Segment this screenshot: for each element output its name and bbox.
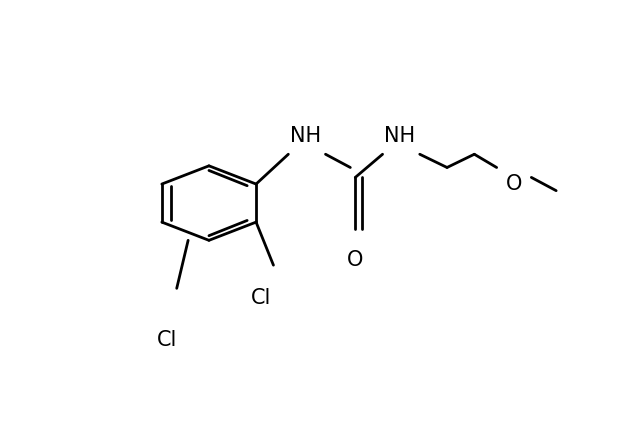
Text: NH: NH bbox=[385, 126, 415, 146]
Text: Cl: Cl bbox=[157, 330, 177, 350]
Text: O: O bbox=[506, 174, 522, 194]
Text: NH: NH bbox=[290, 126, 321, 146]
Text: O: O bbox=[347, 250, 364, 270]
Text: Cl: Cl bbox=[251, 288, 271, 308]
